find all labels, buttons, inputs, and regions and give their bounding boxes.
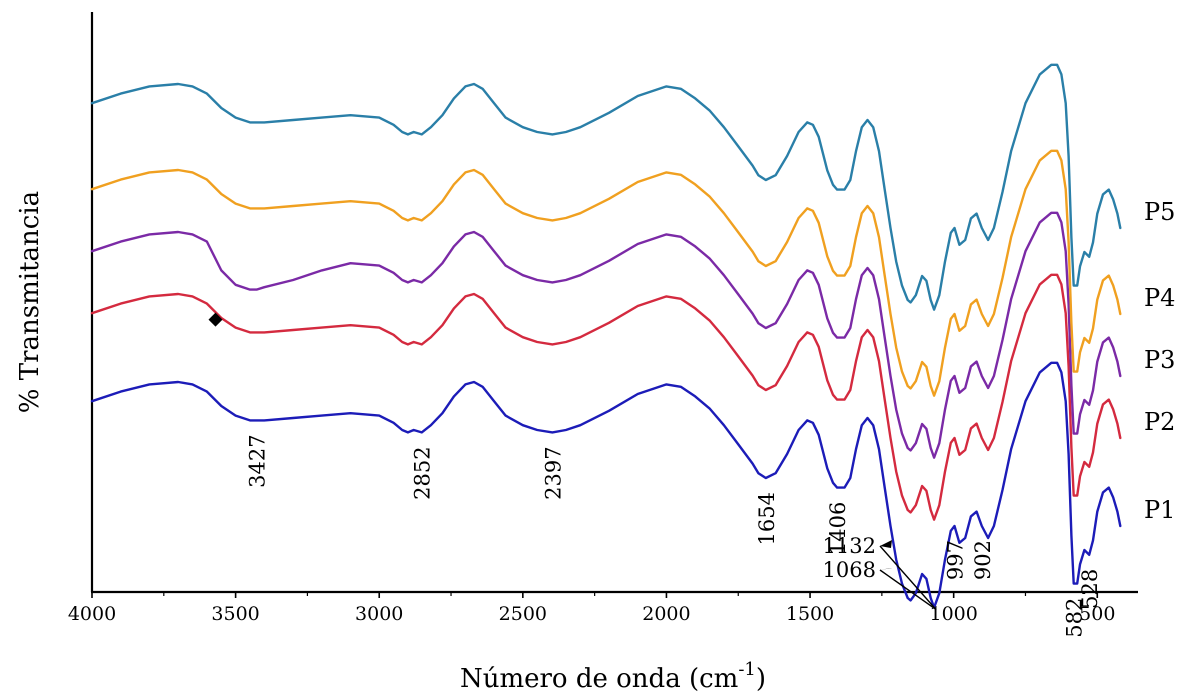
x-axis-title: Número de onda (cm-1) (460, 659, 766, 694)
arrow-line (879, 569, 937, 611)
series-label-p3: P3 (1144, 346, 1175, 374)
x-tick-label: 3500 (211, 603, 259, 625)
diamond-marker-icon (208, 312, 223, 327)
peak-label: 3427 (246, 434, 270, 487)
series-labels: P1 P2 P3 P4 P5 (1144, 198, 1175, 524)
series-line-p4 (90, 149, 1122, 397)
x-tick-label: 500 (1079, 603, 1115, 625)
x-tick-label: 2000 (642, 603, 690, 625)
series-label-p1: P1 (1144, 496, 1175, 524)
x-axis-title-main: Número de onda (cm (460, 664, 738, 694)
peak-label: 582 (1063, 598, 1087, 638)
x-ticks: 4000 3500 3000 2500 2000 1500 1000 500 (68, 592, 1115, 625)
series-label-p5: P5 (1144, 198, 1175, 226)
peak-label: 1654 (755, 492, 779, 545)
arrow-line (879, 545, 937, 611)
marker-layer (208, 312, 223, 327)
arrow-label: 1132 (823, 534, 876, 558)
x-tick-label: 1500 (786, 603, 834, 625)
peak-label: 997 (944, 540, 968, 580)
x-axis-title-exponent: -1 (738, 659, 756, 680)
series-label-p4: P4 (1144, 284, 1175, 312)
arrow-head (880, 540, 892, 548)
x-tick-label: 3000 (355, 603, 403, 625)
peak-label: 2852 (411, 446, 435, 499)
axes (90, 12, 1138, 594)
x-axis-title-close: ) (756, 664, 766, 694)
arrow-label: 1068 (823, 558, 876, 582)
series-label-p2: P2 (1144, 408, 1175, 436)
series-line-p3 (90, 211, 1122, 459)
peak-label: 902 (971, 540, 995, 580)
x-tick-label: 4000 (68, 603, 116, 625)
series-line-p5 (90, 63, 1122, 311)
y-axis-title: % Transmitancia (15, 191, 45, 413)
series-line-p2 (90, 273, 1122, 521)
peak-label: 1406 (826, 502, 850, 555)
series-line-p1 (90, 361, 1122, 609)
curves (90, 63, 1122, 609)
peak-label: 528 (1078, 569, 1102, 609)
x-tick-label: 2500 (499, 603, 547, 625)
x-tick-label: 1000 (929, 603, 977, 625)
arrow-head (880, 568, 892, 570)
peak-label: 2397 (541, 446, 565, 499)
